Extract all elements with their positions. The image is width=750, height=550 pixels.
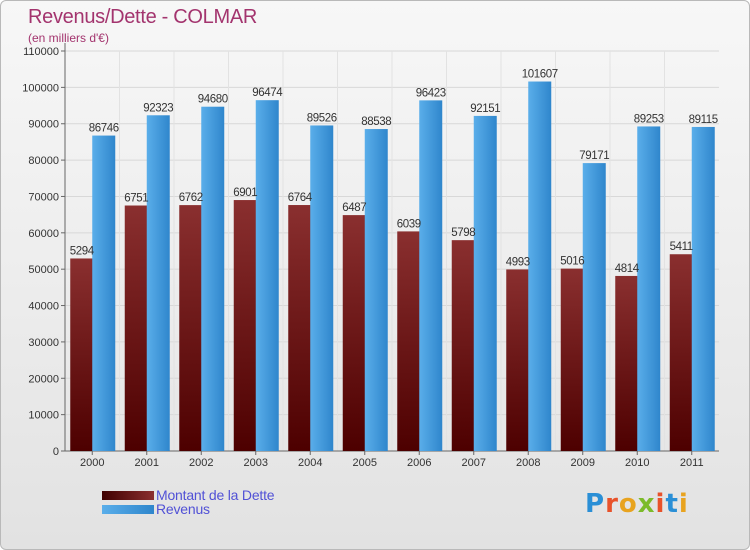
bar-revenus bbox=[255, 100, 279, 451]
bar-dette bbox=[669, 254, 693, 451]
bar-dette bbox=[179, 205, 203, 451]
bars bbox=[70, 81, 715, 452]
logo-letter: i bbox=[678, 489, 689, 519]
y-tick-label: 10000 bbox=[28, 410, 59, 422]
x-tick-label: 2005 bbox=[353, 457, 377, 469]
logo-letter: P bbox=[585, 489, 606, 519]
x-tick-label: 2009 bbox=[571, 457, 595, 469]
bar-dette bbox=[124, 205, 148, 451]
proxiti-logo: Proxiti bbox=[585, 489, 689, 519]
legend-swatch-revenus bbox=[102, 505, 154, 514]
data-label-dette: 5016 bbox=[560, 256, 584, 268]
x-tick-label: 2008 bbox=[516, 457, 540, 469]
grid-lines bbox=[65, 50, 719, 451]
logo-letter: t bbox=[665, 489, 679, 519]
bar-revenus bbox=[637, 126, 661, 451]
bar-revenus bbox=[201, 106, 225, 451]
bar-dette bbox=[288, 205, 312, 451]
x-tick-label: 2002 bbox=[189, 457, 213, 469]
y-tick-label: 20000 bbox=[28, 373, 59, 385]
data-label-revenus: 96423 bbox=[416, 87, 446, 99]
data-label-dette: 5294 bbox=[70, 245, 95, 257]
data-label-revenus: 86746 bbox=[89, 123, 119, 135]
data-label-dette: 4814 bbox=[615, 263, 640, 275]
data-label-dette: 6751 bbox=[124, 193, 148, 205]
data-label-revenus: 94680 bbox=[198, 94, 228, 106]
bar-revenus bbox=[146, 115, 170, 451]
data-labels: 5294 86746 6751 92323 6762 94680 6901 96474 6764… bbox=[70, 69, 718, 275]
x-tick-label: 2000 bbox=[80, 457, 104, 469]
data-label-revenus: 89253 bbox=[634, 113, 664, 125]
y-tick-label: 100000 bbox=[22, 82, 59, 94]
logo-letter: x bbox=[637, 489, 656, 519]
bar-dette bbox=[560, 268, 584, 451]
bar-dette bbox=[451, 240, 475, 451]
y-tick-label: 80000 bbox=[28, 155, 59, 167]
x-tick-label: 2004 bbox=[298, 457, 322, 469]
bar-revenus bbox=[310, 125, 334, 451]
y-tick-label: 30000 bbox=[28, 337, 59, 349]
data-label-dette: 4993 bbox=[506, 256, 530, 268]
bar-revenus bbox=[92, 135, 116, 451]
data-label-revenus: 89526 bbox=[307, 112, 337, 124]
data-label-revenus: 96474 bbox=[252, 87, 283, 99]
data-label-dette: 5798 bbox=[451, 227, 475, 239]
y-tick-label: 60000 bbox=[28, 228, 59, 240]
bar-dette bbox=[233, 200, 257, 451]
bar-dette bbox=[70, 258, 94, 451]
legend-label-dette: Montant de la Dette bbox=[156, 487, 275, 503]
bar-revenus bbox=[582, 163, 606, 451]
bar-dette bbox=[342, 215, 366, 451]
bar-revenus bbox=[419, 100, 443, 451]
legend-label-revenus: Revenus bbox=[156, 501, 210, 517]
chart-title: Revenus/Dette - COLMAR bbox=[28, 6, 258, 28]
data-label-revenus: 101607 bbox=[522, 69, 558, 81]
data-label-dette: 6039 bbox=[397, 218, 421, 230]
bar-revenus bbox=[473, 115, 497, 451]
data-label-dette: 5411 bbox=[670, 241, 693, 253]
data-label-revenus: 92151 bbox=[470, 103, 500, 115]
bar-revenus bbox=[528, 81, 552, 452]
x-tick-label: 2006 bbox=[407, 457, 431, 469]
x-tick-label: 2001 bbox=[135, 457, 159, 469]
data-label-dette: 6901 bbox=[233, 187, 257, 199]
y-tick-label: 110000 bbox=[23, 46, 59, 58]
x-tick-label: 2011 bbox=[680, 457, 704, 469]
data-label-revenus: 79171 bbox=[579, 150, 609, 162]
bar-dette bbox=[506, 269, 530, 451]
bar-dette bbox=[397, 231, 421, 451]
data-label-dette: 6487 bbox=[342, 202, 366, 214]
y-tick-label: 50000 bbox=[28, 264, 59, 276]
data-label-revenus: 92323 bbox=[143, 102, 173, 114]
y-tick-label: 40000 bbox=[28, 301, 59, 313]
y-tick-label: 70000 bbox=[28, 191, 59, 203]
bar-dette bbox=[615, 275, 639, 451]
logo-letter: i bbox=[655, 489, 666, 519]
x-tick-label: 2003 bbox=[244, 457, 268, 469]
y-tick-label: 90000 bbox=[28, 119, 59, 131]
data-label-revenus: 89115 bbox=[689, 114, 718, 126]
data-label-dette: 6764 bbox=[288, 192, 313, 204]
bar-revenus bbox=[691, 126, 715, 451]
axes: 0 10000 20000 30000 40000 50000 60000 70000 8000… bbox=[22, 43, 719, 469]
logo-letter: o bbox=[618, 489, 638, 519]
x-tick-label: 2010 bbox=[625, 457, 649, 469]
logo-letter: r bbox=[605, 489, 619, 519]
data-label-dette: 6762 bbox=[179, 192, 203, 204]
data-label-revenus: 88538 bbox=[361, 116, 391, 128]
legend-swatch-dette bbox=[102, 491, 154, 500]
chart-subtitle: (en milliers d'€) bbox=[28, 31, 109, 45]
y-tick-label: 0 bbox=[53, 446, 59, 458]
x-tick-label: 2007 bbox=[462, 457, 486, 469]
bar-revenus bbox=[364, 129, 388, 451]
